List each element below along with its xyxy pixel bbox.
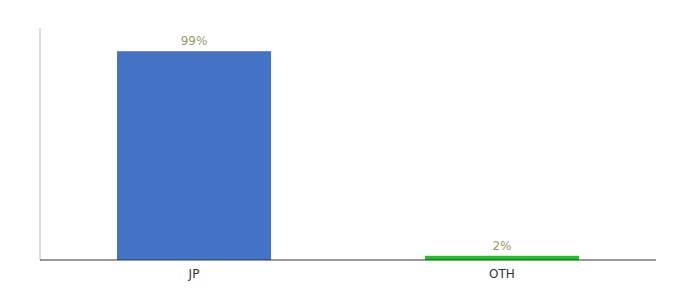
- bars: [117, 51, 579, 260]
- bar: [425, 256, 579, 260]
- data-label: 99%: [181, 34, 208, 48]
- x-tick-label: OTH: [489, 267, 515, 281]
- y-axis-line: [40, 28, 41, 260]
- x-tick-label: JP: [188, 267, 200, 281]
- chart-container: JP OTH 99% 2%: [0, 0, 680, 300]
- chart: JP OTH 99% 2%: [0, 0, 680, 300]
- bar: [117, 51, 271, 260]
- x-axis-line: [40, 259, 656, 260]
- data-label: 2%: [492, 239, 511, 253]
